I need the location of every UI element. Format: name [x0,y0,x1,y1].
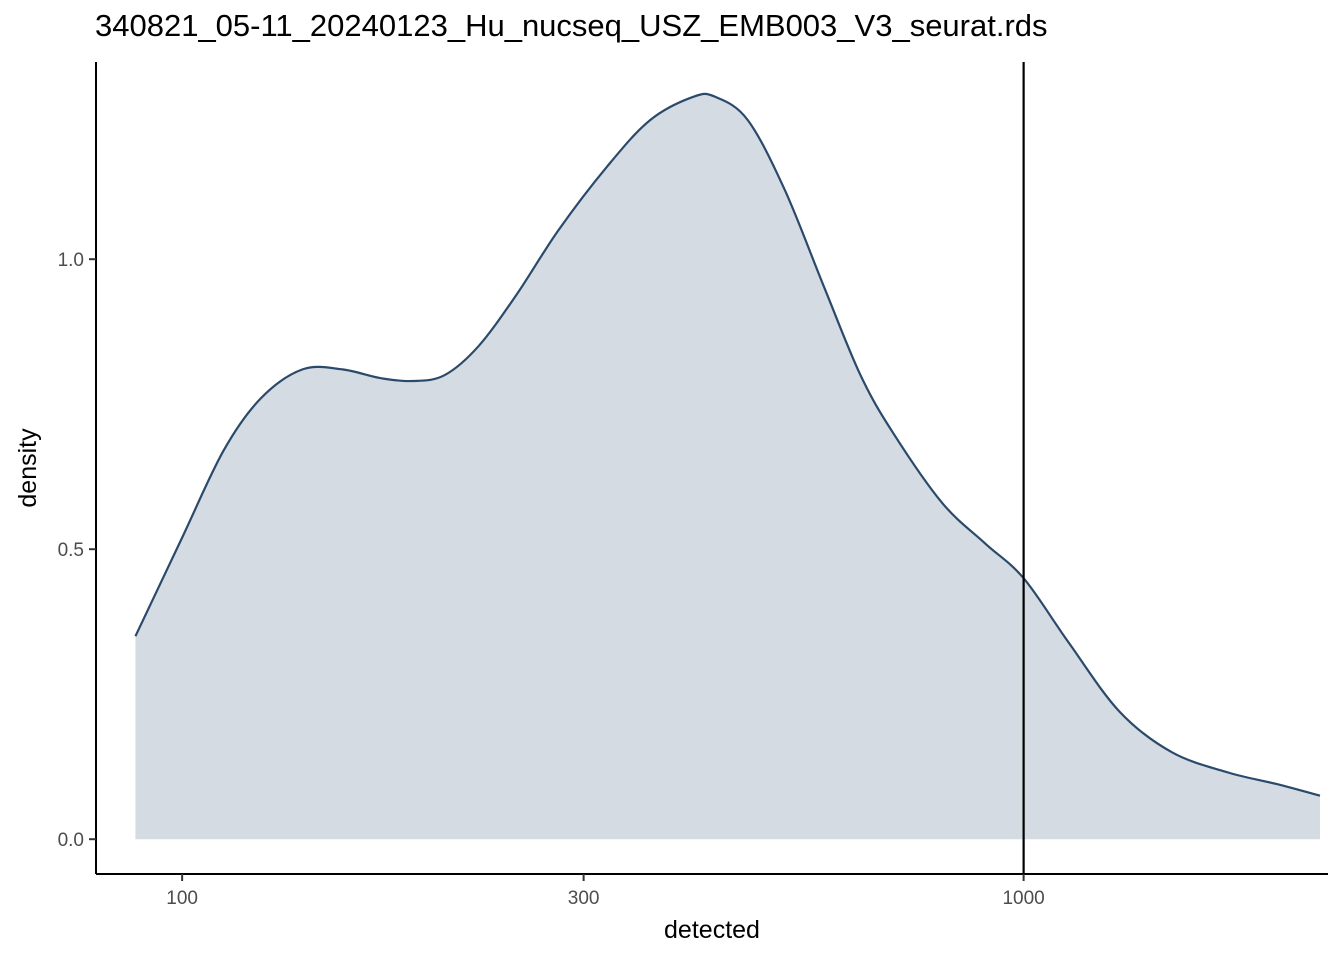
y-axis-ticks: 0.0 0.5 1.0 [58,250,96,851]
y-tick-label: 0.0 [58,830,84,851]
x-axis-title: detected [664,916,760,944]
y-axis-title: density [14,428,42,508]
density-line [134,92,1321,797]
x-axis-ticks: 100 300 1000 [166,874,1045,909]
chart-title: 340821_05-11_20240123_Hu_nucseq_USZ_EMB0… [95,8,1048,43]
x-tick-label: 300 [568,888,600,909]
density-area [135,93,1320,840]
x-tick-label: 1000 [1002,888,1044,909]
y-tick-label: 1.0 [58,250,84,271]
y-tick-label: 0.5 [58,540,84,561]
x-tick-label: 100 [166,888,198,909]
